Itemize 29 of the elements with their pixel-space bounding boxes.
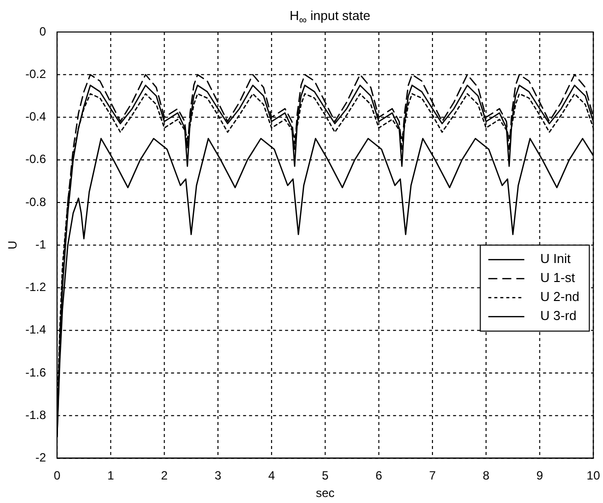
x-tick-label: 9	[536, 468, 544, 483]
legend-label: U 2-nd	[540, 289, 580, 304]
legend-label: U 3-rd	[540, 308, 576, 324]
x-tick-label: 2	[160, 468, 168, 483]
x-tick-label: 4	[268, 468, 276, 483]
x-tick-label: 6	[375, 468, 382, 483]
x-tick-label: 10	[586, 468, 600, 483]
legend-label: U Init	[540, 251, 572, 266]
chart-title: H$_{∞}$ input state	[288, 8, 372, 27]
x-tick-label: 3	[214, 468, 222, 483]
x-axis-title: sec	[316, 486, 335, 500]
y-tick-label: -0.8	[25, 194, 46, 209]
y-tick-label: -1.4	[25, 322, 46, 337]
y-tick-label: -2	[35, 450, 46, 465]
y-tick-label: -1.2	[25, 280, 46, 294]
y-tick-label: -1	[35, 237, 46, 252]
x-tick-label: 8	[482, 468, 490, 483]
y-tick-label: -1.6	[25, 365, 46, 380]
x-tick-label: 0	[54, 468, 61, 483]
y-axis-title: U	[6, 240, 20, 250]
y-tick-label: -0.4	[25, 110, 46, 124]
x-tick-label: 5	[322, 468, 329, 483]
y-tick-label: 0	[39, 24, 46, 38]
y-tick-label: -0.2	[25, 66, 46, 81]
y-tick-label: -0.6	[25, 152, 46, 166]
x-tick-label: 7	[429, 468, 436, 483]
legend-label: U 1-st	[540, 270, 576, 286]
x-tick-label: 1	[107, 468, 114, 483]
y-tick-label: -1.8	[25, 408, 46, 422]
